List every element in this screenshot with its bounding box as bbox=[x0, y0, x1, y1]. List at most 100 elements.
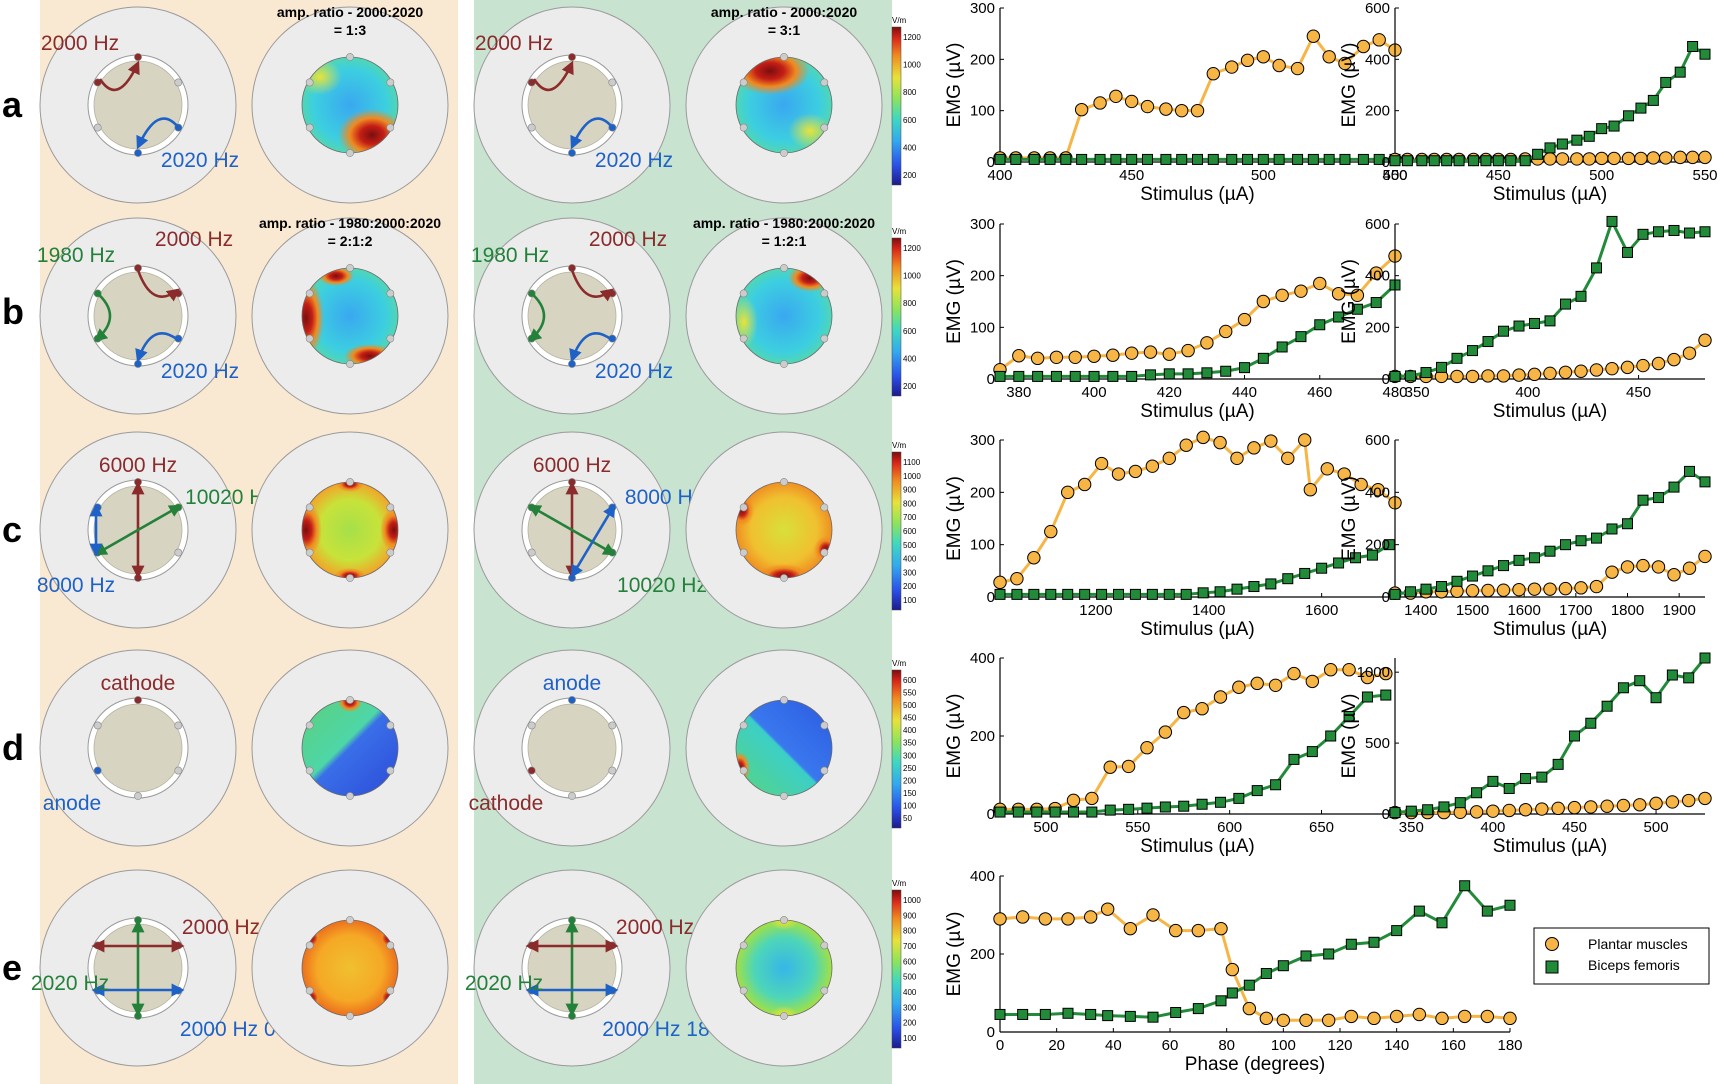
series-line-plantar bbox=[999, 907, 1511, 1022]
data-point-biceps bbox=[1220, 365, 1232, 377]
data-point-biceps bbox=[1634, 675, 1646, 687]
data-point-plantar bbox=[1038, 912, 1053, 926]
diagram-a-left: 2000 Hz 2020 Hz amp. ratio - 2000:2020 = 1:… bbox=[39, 4, 449, 204]
data-point-biceps bbox=[1389, 588, 1401, 600]
electrode-dot bbox=[174, 78, 183, 87]
data-point-biceps bbox=[1560, 539, 1571, 551]
x-tick-label: 440 bbox=[1232, 384, 1257, 401]
x-tick-label: 400 bbox=[1082, 384, 1107, 401]
x-tick-label: 160 bbox=[1441, 1037, 1466, 1054]
series-line-plantar bbox=[1000, 668, 1387, 811]
x-tick-label: 1600 bbox=[1305, 602, 1338, 619]
frequency-label: 2020 Hz bbox=[595, 149, 673, 172]
y-tick-label: 0 bbox=[987, 589, 995, 606]
series-line-biceps bbox=[1000, 543, 1391, 596]
data-point-biceps bbox=[1270, 779, 1282, 791]
data-point-plantar bbox=[1109, 89, 1123, 103]
data-point-biceps bbox=[1079, 588, 1091, 600]
y-tick-label: 0 bbox=[987, 154, 995, 171]
frequency-label: 1980 Hz bbox=[37, 244, 115, 267]
data-point-biceps bbox=[1391, 925, 1403, 937]
colorbar-tick: 300 bbox=[903, 1003, 917, 1012]
electrode-dot bbox=[305, 766, 314, 775]
data-point-plantar bbox=[1015, 910, 1030, 924]
data-point-biceps bbox=[1389, 370, 1401, 382]
electrode-dot bbox=[386, 289, 395, 298]
data-point-plantar bbox=[1124, 94, 1139, 109]
data-point-biceps bbox=[1085, 1008, 1097, 1020]
data-point-plantar bbox=[1306, 29, 1321, 43]
data-point-plantar bbox=[1195, 702, 1209, 716]
electrode-dot bbox=[305, 548, 314, 557]
data-point-biceps bbox=[994, 1008, 1006, 1020]
data-point-biceps bbox=[1622, 246, 1633, 258]
data-point-biceps bbox=[1049, 806, 1061, 818]
data-point-plantar bbox=[1605, 565, 1619, 579]
data-point-biceps bbox=[1277, 960, 1289, 972]
x-tick-label: 0 bbox=[996, 1037, 1004, 1054]
data-point-plantar bbox=[1543, 366, 1557, 381]
colorbar-tick: 500 bbox=[903, 701, 917, 710]
x-tick-label: 1700 bbox=[1559, 602, 1592, 619]
y-tick-label: 100 bbox=[970, 537, 995, 554]
x-tick-label: 100 bbox=[1271, 1037, 1296, 1054]
data-point-plantar bbox=[1646, 151, 1661, 165]
series-line-biceps bbox=[1000, 883, 1511, 1019]
electrode-dot bbox=[780, 916, 788, 924]
electrode-dot bbox=[134, 53, 142, 61]
x-tick-label: 350 bbox=[1399, 819, 1424, 836]
data-point-plantar bbox=[1250, 676, 1264, 691]
data-point-plantar bbox=[1651, 560, 1666, 574]
data-point-plantar bbox=[1323, 663, 1338, 677]
data-point-plantar bbox=[1481, 583, 1495, 598]
data-point-biceps bbox=[1529, 317, 1540, 329]
colorbar-tick: 1200 bbox=[903, 244, 921, 253]
data-point-plantar bbox=[1213, 690, 1228, 704]
data-point-plantar bbox=[1100, 902, 1115, 916]
electrode-dot bbox=[305, 334, 314, 343]
electrode-dot bbox=[346, 360, 354, 368]
electrode-dot bbox=[93, 123, 102, 132]
colorbar-tick: 300 bbox=[903, 751, 917, 760]
data-point-biceps bbox=[1011, 588, 1023, 600]
data-point-plantar bbox=[1290, 61, 1305, 76]
data-point-biceps bbox=[1552, 758, 1564, 770]
data-point-biceps bbox=[1251, 785, 1263, 797]
data-point-biceps bbox=[1102, 1010, 1114, 1022]
x-tick-label: 450 bbox=[1486, 167, 1511, 184]
electrode-dot bbox=[820, 503, 829, 512]
y-tick-label: 300 bbox=[970, 216, 995, 233]
x-tick-label: 650 bbox=[1309, 819, 1334, 836]
data-point-biceps bbox=[1207, 153, 1219, 165]
data-point-biceps bbox=[994, 370, 1006, 382]
data-point-biceps bbox=[1428, 155, 1440, 167]
data-point-plantar bbox=[1074, 102, 1089, 117]
data-point-plantar bbox=[1140, 741, 1154, 755]
data-point-biceps bbox=[1647, 94, 1659, 106]
data-point-biceps bbox=[1453, 155, 1465, 167]
colorbar-tick: 1100 bbox=[903, 458, 921, 467]
electrode-dot bbox=[346, 1012, 354, 1020]
colorbar-tick: 500 bbox=[903, 541, 917, 550]
data-point-biceps bbox=[1684, 227, 1695, 239]
colorbar-tick: 800 bbox=[903, 88, 917, 97]
x-axis-label: Stimulus (µA) bbox=[1140, 836, 1254, 857]
x-tick-label: 1600 bbox=[1507, 602, 1540, 619]
data-point-biceps bbox=[1239, 362, 1251, 374]
data-point-plantar bbox=[1242, 1001, 1257, 1016]
data-point-biceps bbox=[1243, 979, 1255, 991]
data-point-plantar bbox=[1543, 152, 1557, 166]
data-point-biceps bbox=[1413, 905, 1425, 917]
data-point-biceps bbox=[1492, 155, 1504, 167]
data-point-plantar bbox=[1106, 348, 1120, 362]
data-point-biceps bbox=[1520, 773, 1532, 785]
data-point-biceps bbox=[1060, 153, 1072, 165]
data-point-plantar bbox=[1179, 438, 1193, 452]
blue-arrow bbox=[569, 332, 613, 363]
data-point-plantar bbox=[1389, 1009, 1404, 1024]
data-point-plantar bbox=[1636, 558, 1650, 573]
colorbar-tick: 200 bbox=[903, 582, 917, 591]
data-point-biceps bbox=[1370, 297, 1382, 309]
